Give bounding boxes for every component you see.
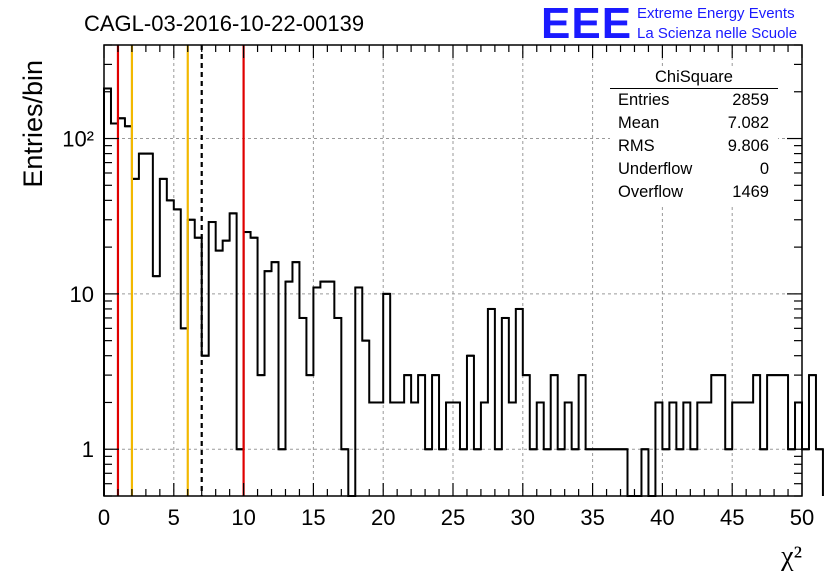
x-tick-label: 40 <box>650 505 674 530</box>
y-tick-label: 10 <box>70 282 94 307</box>
x-tick-label: 25 <box>441 505 465 530</box>
x-axis-label: χ² <box>780 541 802 572</box>
tick-labels: 0 5 10 15 20 25 30 35 40 45 50 1 10 10² <box>62 127 814 530</box>
stats-label: Overflow <box>618 183 684 201</box>
stats-value: 1469 <box>732 183 769 201</box>
stats-row-overflow: Overflow 1469 <box>610 181 778 204</box>
y-tick-label: 10² <box>62 127 94 152</box>
x-tick-label: 20 <box>371 505 395 530</box>
stats-row-underflow: Underflow 0 <box>610 158 778 181</box>
eee-logo-mark: EEE <box>541 0 633 48</box>
x-tick-label: 15 <box>301 505 325 530</box>
x-tick-label: 10 <box>231 505 255 530</box>
stats-value: 7.082 <box>727 114 769 132</box>
y-tick-label: 1 <box>82 437 94 462</box>
tick-marks <box>103 44 803 497</box>
logo-text-line2: La Scienza nelle Scuole <box>637 25 798 42</box>
x-tick-label: 0 <box>98 505 110 530</box>
stats-value: 0 <box>759 160 769 178</box>
stats-row-mean: Mean 7.082 <box>610 112 778 135</box>
stats-row-entries: Entries 2859 <box>610 89 778 112</box>
x-tick-label: 35 <box>580 505 604 530</box>
x-tick-label: 50 <box>790 505 814 530</box>
x-tick-label: 5 <box>168 505 180 530</box>
grid-lines <box>104 45 802 496</box>
logo-text-line1: Extreme Energy Events <box>637 5 795 22</box>
stats-title: ChiSquare <box>610 66 778 89</box>
x-tick-label: 45 <box>720 505 744 530</box>
stats-value: 2859 <box>732 91 769 109</box>
stats-label: Mean <box>618 114 660 132</box>
stats-label: Entries <box>618 91 670 109</box>
stats-row-rms: RMS 9.806 <box>610 135 778 158</box>
run-title: CAGL-03-2016-10-22-00139 <box>84 11 365 36</box>
x-tick-label: 30 <box>511 505 535 530</box>
stats-value: 9.806 <box>727 137 769 155</box>
y-axis-label: Entries/bin <box>18 60 48 188</box>
stats-box: ChiSquare Entries 2859 Mean 7.082 RMS 9.… <box>610 66 778 204</box>
stats-label: Underflow <box>618 160 693 178</box>
stats-label: RMS <box>618 137 655 155</box>
reference-lines <box>116 45 245 496</box>
eee-logo: EEE Extreme Energy Events La Scienza nel… <box>541 0 831 48</box>
